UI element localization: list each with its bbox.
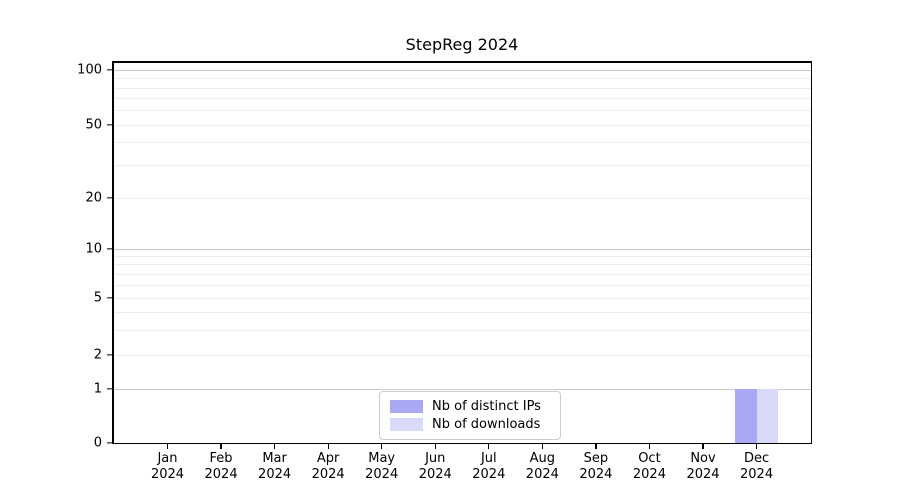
x-axis-tick-label: Jun 2024 (418, 451, 452, 482)
y-axis-tick (107, 247, 112, 250)
x-axis-tick-label: May 2024 (365, 451, 399, 482)
y-axis-tick-label: 1 (93, 381, 102, 396)
top-spine (112, 61, 812, 63)
x-axis-tick (327, 444, 329, 449)
x-axis-tick-label: Oct 2024 (632, 451, 666, 482)
minor-gridline (113, 110, 811, 112)
y-axis-tick (107, 296, 112, 299)
x-axis-tick-label: Dec 2024 (740, 451, 774, 482)
minor-gridline (113, 355, 811, 356)
legend-label-downloads: Nb of downloads (432, 416, 541, 432)
y-axis-tick (107, 123, 112, 126)
legend-row: Nb of downloads (380, 415, 560, 433)
x-axis-tick (166, 444, 169, 449)
x-axis-tick (220, 444, 222, 449)
bar-dec-series0 (735, 388, 757, 443)
bar-dec-series1 (756, 388, 779, 443)
x-axis-tick (702, 444, 704, 449)
y-axis-tick-label: 100 (77, 62, 102, 78)
minor-gridline (113, 264, 811, 266)
legend-row: Nb of distinct IPs (380, 397, 560, 415)
minor-gridline (113, 198, 811, 199)
left-spine (112, 61, 114, 444)
x-axis-tick (648, 444, 651, 449)
major-gridline (113, 248, 811, 250)
x-axis-tick (381, 444, 383, 449)
y-axis-tick (107, 69, 112, 71)
legend-label-distinct-ips: Nb of distinct IPs (432, 398, 541, 414)
y-axis-tick-label: 0 (93, 435, 102, 450)
minor-gridline (113, 78, 811, 80)
minor-gridline (113, 297, 811, 299)
x-axis-tick-label: Feb 2024 (204, 451, 238, 482)
y-axis-tick (107, 441, 112, 444)
minor-gridline (113, 329, 811, 331)
legend: Nb of distinct IPs Nb of downloads (379, 391, 561, 440)
x-axis-tick-label: Jul 2024 (472, 451, 506, 482)
x-axis-tick (541, 444, 543, 449)
y-axis-tick-label: 10 (85, 241, 102, 256)
x-axis-tick (755, 444, 758, 449)
y-axis-tick (107, 354, 112, 356)
x-axis-tick-label: Sep 2024 (579, 451, 613, 482)
x-axis-tick (488, 444, 490, 449)
plot-area (112, 61, 812, 444)
chart-title: StepReg 2024 (405, 35, 519, 54)
x-axis-tick-label: Jan 2024 (150, 451, 185, 482)
major-gridline (113, 388, 811, 390)
x-axis-tick (273, 444, 276, 449)
minor-gridline (113, 255, 811, 257)
y-axis-tick-label: 50 (85, 117, 102, 132)
y-axis-tick-marks (107, 61, 112, 444)
right-spine (810, 61, 812, 444)
legend-swatch-distinct-ips (390, 399, 423, 413)
x-axis-tick (595, 444, 597, 449)
minor-gridline (113, 165, 811, 167)
x-axis-tick (434, 444, 436, 449)
minor-gridline (113, 311, 811, 313)
y-axis-tick (107, 197, 112, 199)
y-axis-tick-label: 2 (93, 347, 102, 363)
minor-gridline (113, 98, 811, 100)
x-axis-tick-label: Aug 2024 (525, 451, 559, 482)
x-axis-tick-label: Apr 2024 (311, 451, 345, 482)
minor-gridline (113, 87, 811, 89)
minor-gridline (113, 142, 811, 144)
x-axis: Jan 2024 Feb 2024 Mar 2024 Apr 2024 May 2024 Jun 20… (112, 444, 812, 494)
minor-gridline (113, 273, 811, 275)
y-axis-tick-label: 20 (85, 190, 102, 206)
bottom-spine (112, 442, 812, 444)
y-axis-tick-labels: 0 1 2 5 10 20 50 100 (0, 61, 102, 451)
x-axis-tick-label: Mar 2024 (258, 451, 292, 482)
x-axis-tick-label: Nov 2024 (686, 451, 720, 482)
y-axis-tick-label: 5 (93, 290, 102, 305)
minor-gridline (113, 124, 811, 126)
minor-gridline (113, 284, 811, 286)
legend-swatch-downloads (390, 417, 423, 431)
major-gridline (113, 70, 811, 71)
y-axis-tick (107, 387, 112, 390)
